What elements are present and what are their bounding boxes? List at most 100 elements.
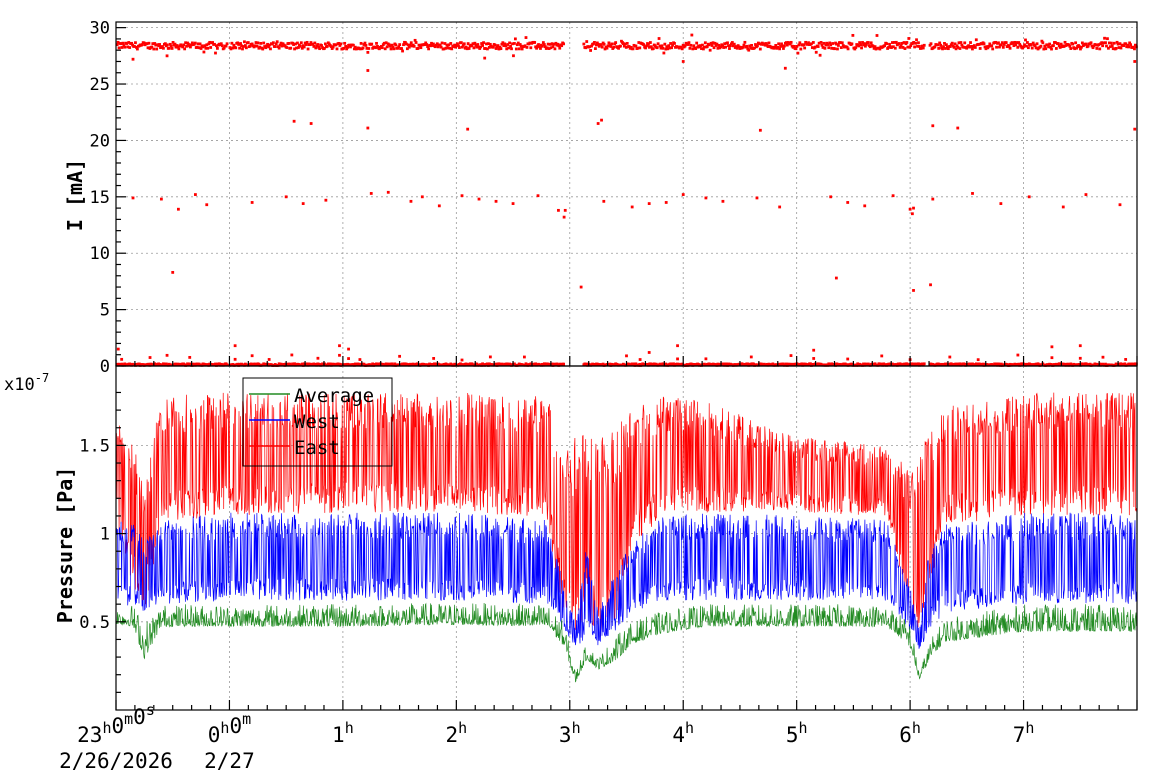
current-point — [553, 47, 557, 51]
current-point — [1123, 362, 1127, 366]
current-point — [851, 33, 855, 37]
current-point — [1122, 44, 1126, 48]
current-point — [168, 42, 172, 46]
current-point — [747, 48, 751, 52]
current-point — [294, 42, 297, 46]
current-point — [701, 43, 704, 47]
current-point — [359, 41, 363, 45]
current-point — [1012, 44, 1016, 48]
current-point — [250, 42, 254, 46]
current-point — [513, 37, 517, 41]
current-point — [471, 42, 475, 46]
current-point — [1043, 44, 1047, 48]
current-point — [453, 43, 457, 47]
current-point — [948, 355, 952, 359]
current-point — [1124, 358, 1128, 361]
current-point — [637, 41, 641, 44]
current-point — [748, 44, 752, 48]
current-point — [140, 43, 144, 46]
current-point — [974, 38, 978, 42]
current-point — [822, 41, 826, 45]
current-point — [602, 42, 606, 46]
pressure-line-average — [115, 602, 1137, 683]
current-point — [970, 44, 973, 48]
legend-label-east: East — [294, 437, 340, 459]
current-point — [621, 42, 625, 46]
current-point — [1050, 47, 1053, 51]
current-point — [863, 204, 867, 208]
current-point — [891, 41, 894, 44]
current-point — [447, 43, 451, 47]
current-point — [741, 45, 745, 49]
current-point — [1047, 45, 1051, 49]
current-point — [824, 43, 828, 47]
current-point — [936, 43, 940, 47]
current-point — [909, 44, 913, 47]
current-point — [681, 60, 685, 63]
current-point — [649, 45, 653, 49]
time-tick-label: 4h — [672, 719, 694, 747]
current-point — [955, 44, 959, 48]
current-point — [625, 354, 628, 358]
current-point — [956, 126, 960, 130]
current-point — [891, 45, 895, 49]
pressure-y-tick-label: 1 — [100, 525, 110, 545]
current-point — [1126, 43, 1130, 47]
current-point — [269, 47, 272, 51]
current-point — [834, 363, 837, 367]
current-point — [617, 46, 620, 50]
current-point — [915, 38, 918, 42]
current-point — [1118, 203, 1122, 207]
current-point — [250, 201, 254, 204]
current-point — [727, 44, 730, 48]
current-point — [135, 45, 138, 49]
current-point — [538, 45, 541, 49]
current-point — [1132, 45, 1135, 49]
current-point — [208, 40, 212, 44]
current-point — [241, 47, 244, 51]
current-point — [267, 358, 271, 361]
current-point — [1102, 41, 1105, 45]
current-point — [314, 46, 318, 50]
current-point — [1048, 42, 1051, 46]
current-point — [839, 46, 843, 49]
current-point — [956, 46, 960, 49]
current-point — [169, 44, 173, 48]
current-point — [972, 44, 976, 47]
current-point — [784, 41, 788, 44]
current-point — [875, 34, 879, 37]
current-point — [477, 197, 481, 201]
current-point — [287, 41, 291, 45]
current-point — [941, 47, 944, 51]
current-point — [1094, 43, 1098, 47]
pressure-series-west — [115, 512, 1137, 649]
current-point — [753, 46, 756, 50]
current-point — [449, 42, 453, 45]
current-point — [205, 43, 209, 47]
current-point — [1007, 44, 1011, 48]
current-point — [276, 45, 280, 49]
current-point — [431, 44, 434, 47]
current-point — [250, 354, 254, 358]
current-point — [838, 41, 842, 44]
current-point — [922, 43, 926, 47]
current-point — [194, 193, 197, 196]
current-point — [347, 347, 350, 351]
current-point — [277, 46, 281, 50]
current-point — [774, 44, 778, 47]
current-y-tick-label: 15 — [90, 188, 110, 208]
current-point — [213, 42, 216, 46]
current-point — [371, 362, 375, 366]
current-point — [127, 41, 131, 44]
current-point — [315, 44, 319, 48]
current-point — [488, 42, 492, 46]
current-point — [810, 42, 813, 46]
current-point — [594, 43, 598, 47]
current-point — [840, 41, 844, 45]
current-point — [755, 196, 759, 200]
time-tick-label: 6h — [899, 719, 921, 747]
current-point — [703, 41, 707, 45]
current-point — [366, 50, 370, 54]
current-point — [887, 46, 890, 49]
current-point — [358, 358, 362, 361]
